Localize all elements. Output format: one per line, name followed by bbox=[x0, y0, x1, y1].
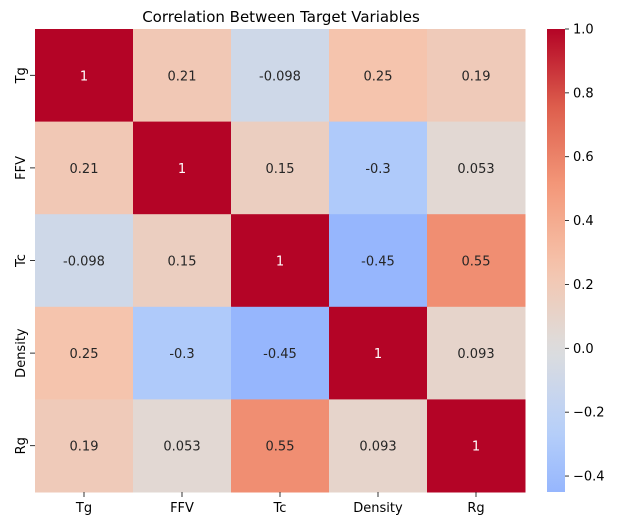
heatmap-cell bbox=[35, 399, 134, 493]
cell-value-label: 0.25 bbox=[364, 69, 393, 84]
heatmap-cell bbox=[231, 306, 330, 400]
cell-value-label: 1 bbox=[374, 347, 382, 362]
colorbar-tick-label: 0.0 bbox=[573, 342, 594, 357]
cell-value-label: -0.45 bbox=[361, 255, 395, 270]
cell-value-label: -0.3 bbox=[169, 347, 194, 362]
heatmap-cell bbox=[35, 121, 134, 215]
colorbar-tick-label: 0.8 bbox=[573, 86, 594, 101]
heatmap-cell bbox=[231, 399, 330, 493]
cell-value-label: 0.21 bbox=[70, 162, 99, 177]
y-tick-label: Tc bbox=[14, 254, 29, 268]
heatmap-cell bbox=[427, 29, 526, 123]
heatmap-cell bbox=[133, 29, 232, 123]
chart-title: Correlation Between Target Variables bbox=[142, 8, 420, 26]
heatmap-cell bbox=[133, 306, 232, 400]
heatmap-cell bbox=[231, 121, 330, 215]
y-axis: Tg FFV Tc Density Rg bbox=[14, 67, 35, 454]
colorbar-tick-label: −0.2 bbox=[573, 406, 605, 421]
cell-value-label: -0.3 bbox=[365, 162, 390, 177]
heatmap-cell bbox=[329, 29, 428, 123]
cell-value-label: 1 bbox=[80, 69, 88, 84]
x-tick-label: Density bbox=[353, 501, 403, 516]
heatmap-cell bbox=[231, 29, 330, 123]
x-tick-label: Rg bbox=[467, 501, 484, 516]
heatmap-cell bbox=[231, 214, 330, 308]
cell-value-label: 1 bbox=[276, 255, 284, 270]
y-tick-label: FFV bbox=[14, 156, 29, 180]
cell-value-label: 0.55 bbox=[462, 255, 491, 270]
colorbar-tick-label: 0.4 bbox=[573, 214, 594, 229]
heatmap-cell bbox=[427, 121, 526, 215]
heatmap-cell bbox=[329, 399, 428, 493]
heatmap-cell bbox=[35, 306, 134, 400]
heatmap-cell bbox=[35, 214, 134, 308]
cell-value-label: 0.053 bbox=[457, 162, 494, 177]
colorbar-tick-label: 1.0 bbox=[573, 23, 594, 38]
heatmap-cell bbox=[427, 214, 526, 308]
cell-annotations: 1 0.21 -0.098 0.25 0.19 0.21 1 0.15 -0.3 0.053 -0.… bbox=[63, 69, 495, 454]
heatmap-cell bbox=[329, 214, 428, 308]
heatmap-cell bbox=[427, 399, 526, 493]
cell-value-label: 1 bbox=[472, 440, 480, 455]
cell-value-label: -0.098 bbox=[63, 255, 105, 270]
colorbar-tick-label: −0.4 bbox=[573, 470, 605, 485]
y-tick-label: Tg bbox=[14, 67, 29, 84]
cell-value-label: -0.45 bbox=[263, 347, 297, 362]
cell-value-label: 0.15 bbox=[266, 162, 295, 177]
heatmap-cell bbox=[329, 121, 428, 215]
heatmap-cell bbox=[133, 121, 232, 215]
cell-value-label: 0.053 bbox=[163, 440, 200, 455]
heatmap-cell bbox=[329, 306, 428, 400]
cell-value-label: 0.21 bbox=[168, 69, 197, 84]
cell-value-label: 0.19 bbox=[462, 69, 491, 84]
cell-value-label: 0.19 bbox=[70, 440, 99, 455]
cell-value-label: -0.098 bbox=[259, 69, 301, 84]
x-axis: Tg FFV Tc Density Rg bbox=[75, 492, 485, 516]
colorbar: 1.0 0.8 0.6 0.4 0.2 0.0 −0.2 −0.4 bbox=[547, 23, 605, 492]
cell-value-label: 1 bbox=[178, 162, 186, 177]
heatmap-cell bbox=[133, 214, 232, 308]
cell-value-label: 0.093 bbox=[457, 347, 494, 362]
y-tick-label: Density bbox=[14, 328, 29, 378]
colorbar-tick-label: 0.6 bbox=[573, 150, 594, 165]
cell-value-label: 0.093 bbox=[359, 440, 396, 455]
y-tick-label: Rg bbox=[14, 437, 29, 454]
colorbar-gradient bbox=[547, 29, 565, 492]
heatmap-cell bbox=[133, 399, 232, 493]
x-tick-label: Tc bbox=[273, 501, 287, 516]
heatmap-cell bbox=[35, 29, 134, 123]
cell-value-label: 0.25 bbox=[70, 347, 99, 362]
cell-value-label: 0.55 bbox=[266, 440, 295, 455]
cell-value-label: 0.15 bbox=[168, 255, 197, 270]
colorbar-tick-label: 0.2 bbox=[573, 278, 594, 293]
x-tick-label: FFV bbox=[170, 501, 194, 516]
x-tick-label: Tg bbox=[75, 501, 92, 516]
heatmap-cell bbox=[427, 306, 526, 400]
heatmap-cells bbox=[35, 29, 526, 493]
